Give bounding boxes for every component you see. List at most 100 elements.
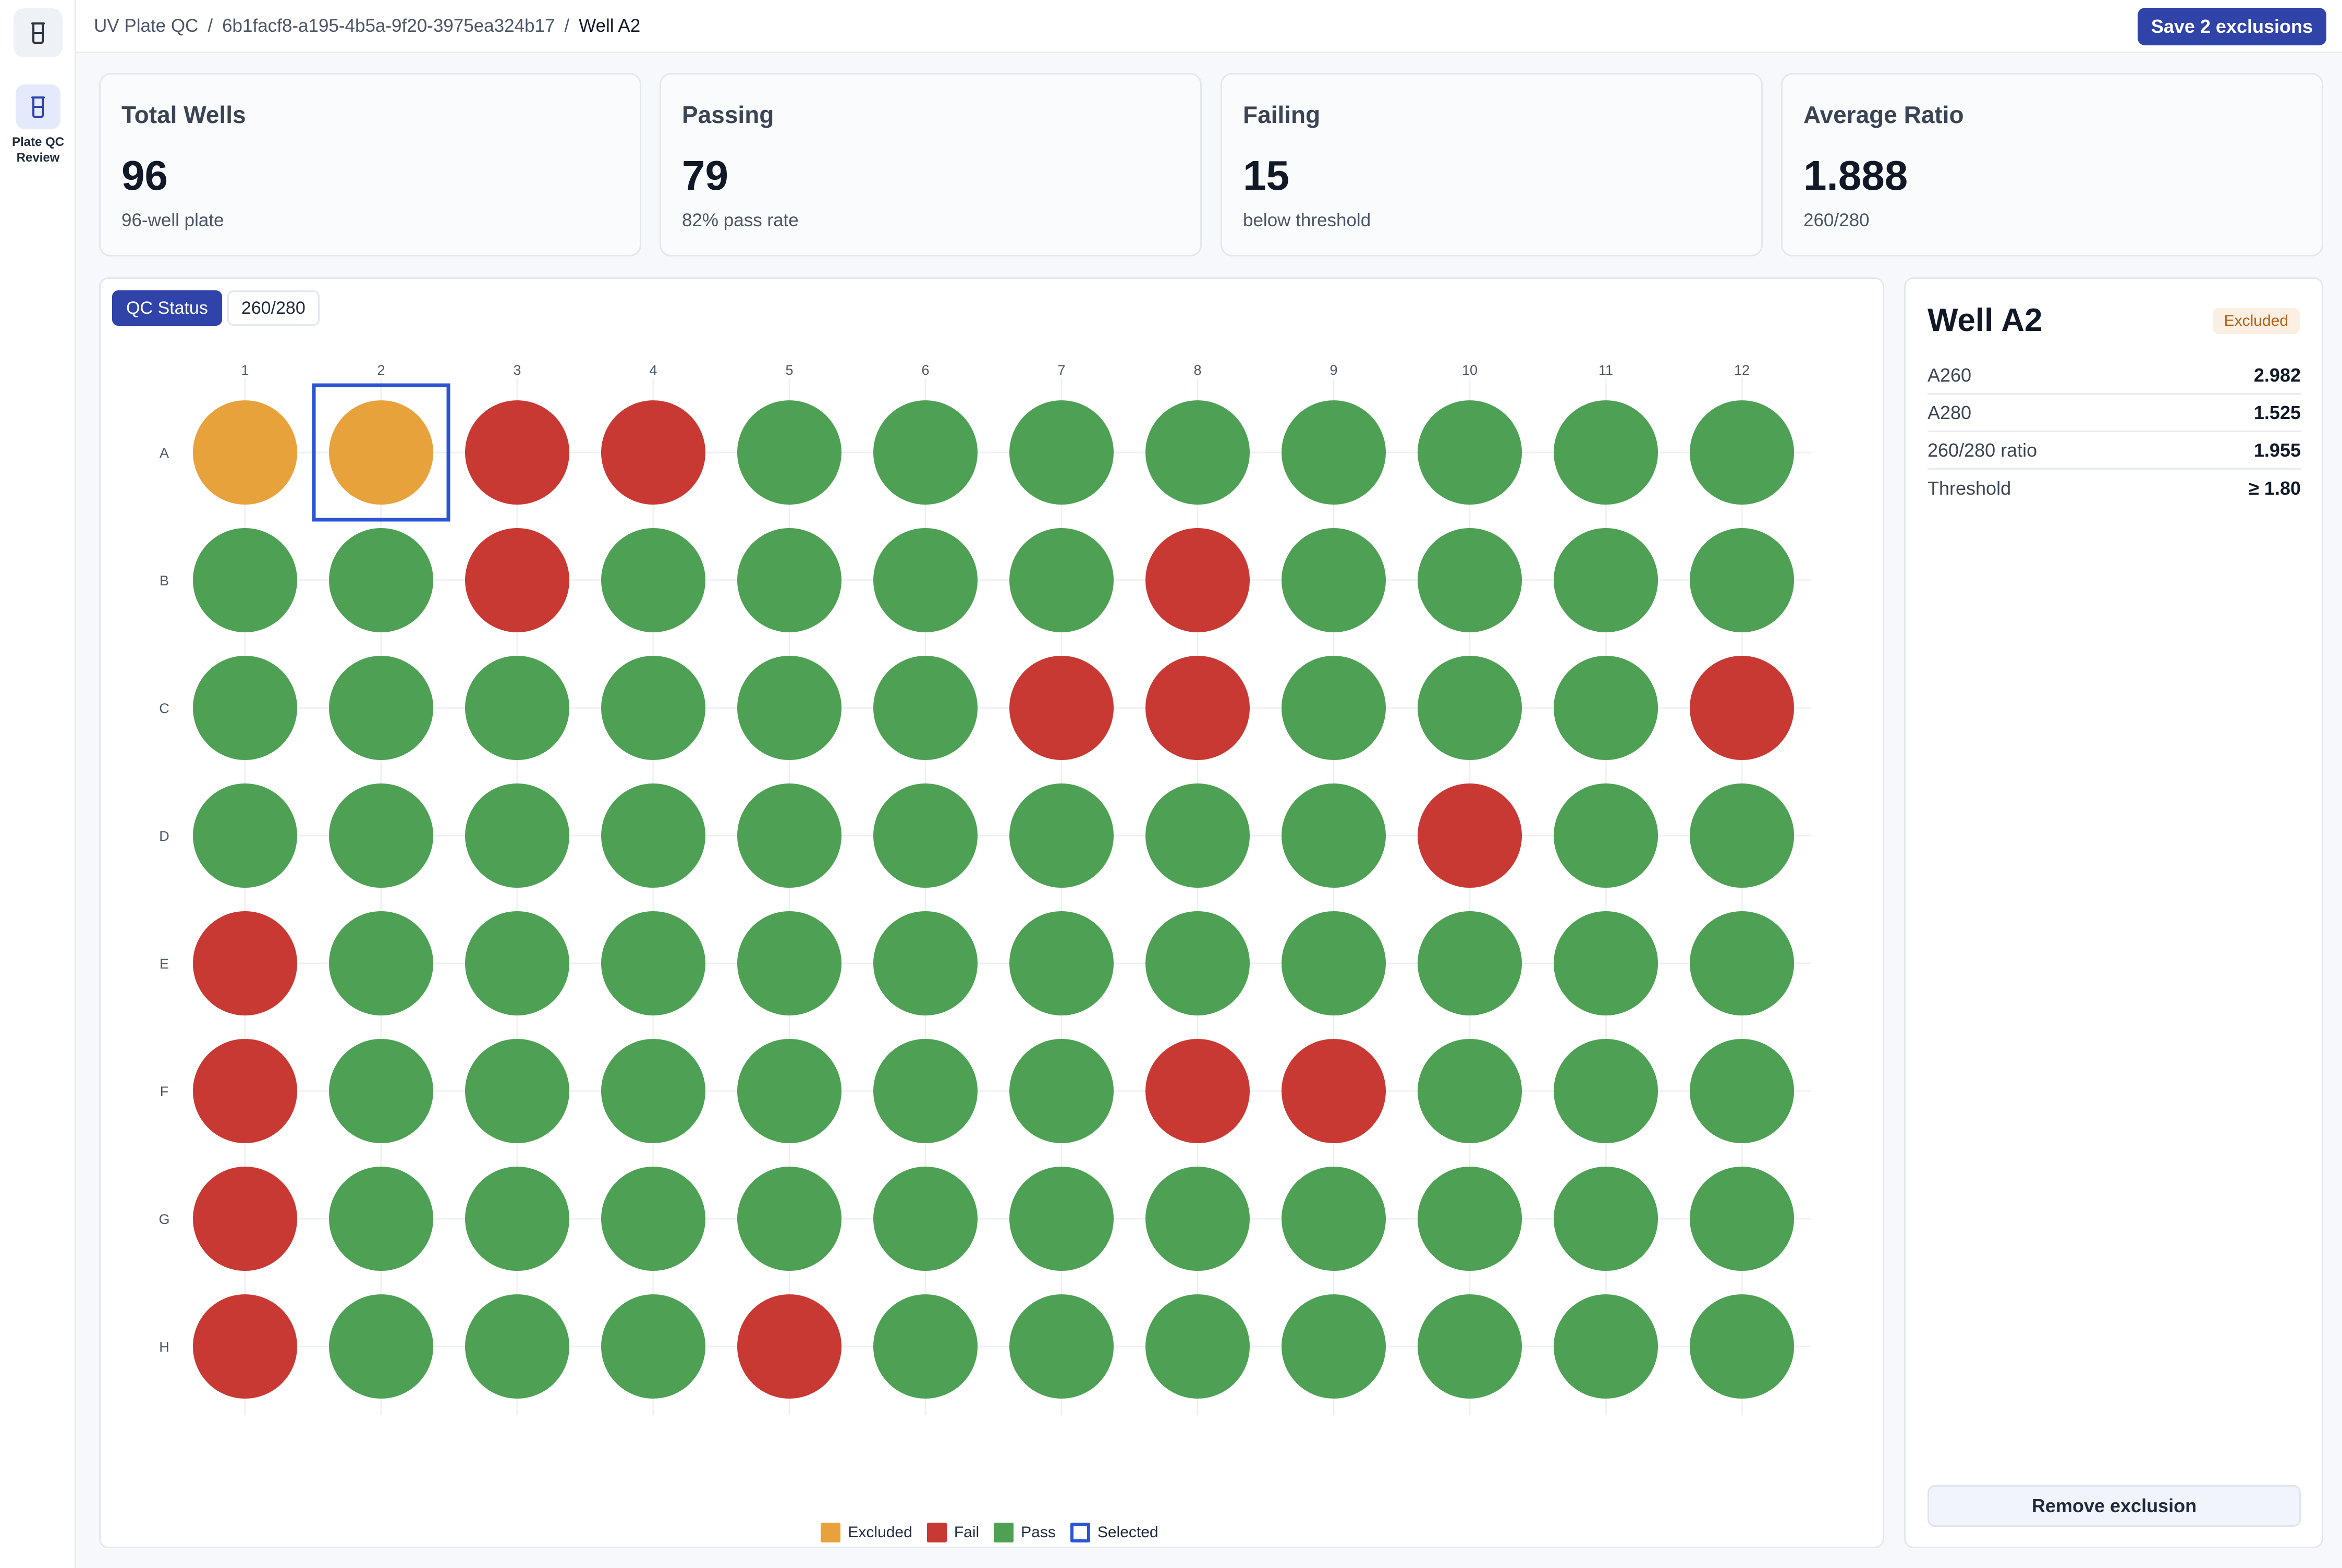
well-E5[interactable] (737, 911, 841, 1015)
well-C7[interactable] (1009, 656, 1114, 760)
well-G6[interactable] (873, 1167, 978, 1271)
well-F3[interactable] (465, 1039, 569, 1143)
well-B10[interactable] (1418, 528, 1522, 632)
well-A6[interactable] (873, 400, 978, 505)
well-F7[interactable] (1009, 1039, 1114, 1143)
well-G3[interactable] (465, 1167, 569, 1271)
well-D9[interactable] (1282, 783, 1386, 888)
well-G11[interactable] (1554, 1167, 1658, 1271)
well-B2[interactable] (329, 528, 433, 632)
app-logo[interactable] (14, 8, 63, 57)
well-G9[interactable] (1282, 1167, 1386, 1271)
well-H10[interactable] (1418, 1294, 1522, 1399)
well-A8[interactable] (1145, 400, 1250, 505)
well-C6[interactable] (873, 656, 978, 760)
well-F5[interactable] (737, 1039, 841, 1143)
well-F10[interactable] (1418, 1039, 1522, 1143)
well-D8[interactable] (1145, 783, 1250, 888)
well-E6[interactable] (873, 911, 978, 1015)
well-D11[interactable] (1554, 783, 1658, 888)
well-D6[interactable] (873, 783, 978, 888)
well-D1[interactable] (193, 783, 297, 888)
well-H4[interactable] (601, 1294, 705, 1399)
well-E3[interactable] (465, 911, 569, 1015)
well-G12[interactable] (1690, 1167, 1794, 1271)
remove-exclusion-button[interactable]: Remove exclusion (1928, 1485, 2301, 1527)
breadcrumb-item-plate[interactable]: 6b1facf8-a195-4b5a-9f20-3975ea324b17 (222, 16, 555, 36)
well-E12[interactable] (1690, 911, 1794, 1015)
well-B4[interactable] (601, 528, 705, 632)
well-H9[interactable] (1282, 1294, 1386, 1399)
well-H6[interactable] (873, 1294, 978, 1399)
well-D12[interactable] (1690, 783, 1794, 888)
well-C5[interactable] (737, 656, 841, 760)
well-B5[interactable] (737, 528, 841, 632)
well-B8[interactable] (1145, 528, 1250, 632)
well-F12[interactable] (1690, 1039, 1794, 1143)
well-C10[interactable] (1418, 656, 1522, 760)
well-B1[interactable] (193, 528, 297, 632)
well-D5[interactable] (737, 783, 841, 888)
well-A4[interactable] (601, 400, 705, 505)
well-E11[interactable] (1554, 911, 1658, 1015)
well-D2[interactable] (329, 783, 433, 888)
breadcrumb-item-project[interactable]: UV Plate QC (94, 16, 199, 36)
well-H8[interactable] (1145, 1294, 1250, 1399)
well-C3[interactable] (465, 656, 569, 760)
well-C8[interactable] (1145, 656, 1250, 760)
well-A10[interactable] (1418, 400, 1522, 505)
well-A11[interactable] (1554, 400, 1658, 505)
well-E9[interactable] (1282, 911, 1386, 1015)
well-E1[interactable] (193, 911, 297, 1015)
well-A9[interactable] (1282, 400, 1386, 505)
well-E4[interactable] (601, 911, 705, 1015)
well-A2[interactable] (329, 400, 433, 505)
well-E10[interactable] (1418, 911, 1522, 1015)
well-G7[interactable] (1009, 1167, 1114, 1271)
well-H3[interactable] (465, 1294, 569, 1399)
well-C12[interactable] (1690, 656, 1794, 760)
well-H12[interactable] (1690, 1294, 1794, 1399)
well-A5[interactable] (737, 400, 841, 505)
well-H5[interactable] (737, 1294, 841, 1399)
well-F1[interactable] (193, 1039, 297, 1143)
well-H11[interactable] (1554, 1294, 1658, 1399)
well-D3[interactable] (465, 783, 569, 888)
well-H7[interactable] (1009, 1294, 1114, 1399)
well-B7[interactable] (1009, 528, 1114, 632)
well-H1[interactable] (193, 1294, 297, 1399)
well-G2[interactable] (329, 1167, 433, 1271)
well-G5[interactable] (737, 1167, 841, 1271)
well-B6[interactable] (873, 528, 978, 632)
well-F4[interactable] (601, 1039, 705, 1143)
save-exclusions-button[interactable]: Save 2 exclusions (2137, 8, 2326, 45)
sidebar-item-plate-qc-review[interactable]: Plate QC Review (5, 84, 71, 173)
well-G1[interactable] (193, 1167, 297, 1271)
tab-qc-status[interactable]: QC Status (112, 290, 222, 326)
well-E8[interactable] (1145, 911, 1250, 1015)
well-D4[interactable] (601, 783, 705, 888)
well-C11[interactable] (1554, 656, 1658, 760)
well-A3[interactable] (465, 400, 569, 505)
well-C1[interactable] (193, 656, 297, 760)
well-F9[interactable] (1282, 1039, 1386, 1143)
well-A7[interactable] (1009, 400, 1114, 505)
well-F8[interactable] (1145, 1039, 1250, 1143)
well-B9[interactable] (1282, 528, 1386, 632)
well-B11[interactable] (1554, 528, 1658, 632)
well-C2[interactable] (329, 656, 433, 760)
well-D10[interactable] (1418, 783, 1522, 888)
well-B12[interactable] (1690, 528, 1794, 632)
well-C4[interactable] (601, 656, 705, 760)
well-F11[interactable] (1554, 1039, 1658, 1143)
well-E7[interactable] (1009, 911, 1114, 1015)
tab-260-280[interactable]: 260/280 (227, 290, 320, 326)
well-G8[interactable] (1145, 1167, 1250, 1271)
well-C9[interactable] (1282, 656, 1386, 760)
well-B3[interactable] (465, 528, 569, 632)
well-H2[interactable] (329, 1294, 433, 1399)
well-F6[interactable] (873, 1039, 978, 1143)
well-A12[interactable] (1690, 400, 1794, 505)
well-F2[interactable] (329, 1039, 433, 1143)
well-D7[interactable] (1009, 783, 1114, 888)
